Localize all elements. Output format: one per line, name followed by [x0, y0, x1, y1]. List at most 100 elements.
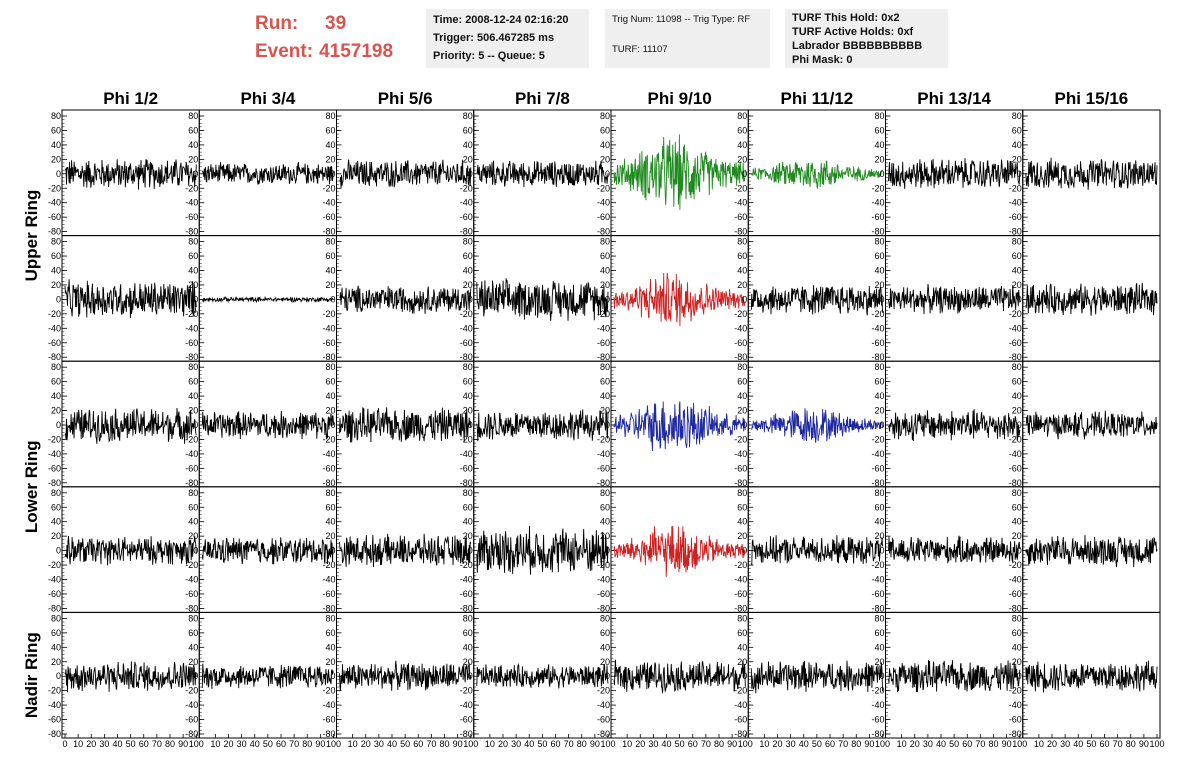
column-header: Phi 1/2 [103, 89, 158, 108]
y-tick-label: -40 [871, 198, 884, 208]
y-tick-label: 80 [600, 488, 610, 498]
y-tick-label: -60 [734, 715, 747, 725]
waveform-trace [201, 663, 334, 689]
y-tick-label: -80 [322, 603, 335, 613]
y-tick-label: 60 [1012, 628, 1022, 638]
x-tick-label: 100 [463, 739, 478, 749]
y-tick-label: 0 [1017, 294, 1022, 304]
y-tick-label: 60 [51, 251, 61, 261]
x-tick-label: 10 [759, 739, 769, 749]
y-tick-label: 40 [1012, 266, 1022, 276]
y-tick-label: -60 [871, 212, 884, 222]
y-tick-label: -20 [460, 560, 473, 570]
y-tick-label: -40 [871, 323, 884, 333]
y-tick-label: 0 [605, 420, 610, 430]
y-tick-label: -60 [597, 715, 610, 725]
y-tick-label: -60 [185, 589, 198, 599]
x-tick-label: 20 [1047, 739, 1057, 749]
y-tick-label: -60 [871, 715, 884, 725]
waveform-trace [1025, 535, 1158, 568]
y-tick-label: -80 [871, 352, 884, 362]
y-tick-label: 60 [463, 377, 473, 387]
y-tick-label: -20 [185, 183, 198, 193]
y-tick-label: -80 [597, 227, 610, 237]
y-tick-label: -20 [322, 309, 335, 319]
y-tick-label: -20 [48, 183, 61, 193]
y-tick-label: 40 [463, 517, 473, 527]
y-tick-label: 80 [463, 488, 473, 498]
x-tick-label: 60 [550, 739, 560, 749]
y-tick-label: 60 [188, 628, 198, 638]
y-tick-label: -80 [734, 352, 747, 362]
y-tick-label: -60 [871, 463, 884, 473]
y-tick-label: 20 [737, 531, 747, 541]
y-tick-label: 60 [1012, 125, 1022, 135]
ring-label: Upper Ring [22, 190, 41, 282]
turf-info-box: TURF This Hold: 0x2 TURF Active Holds: 0… [785, 9, 948, 68]
x-tick-label: 70 [564, 739, 574, 749]
y-tick-label: 60 [463, 251, 473, 261]
x-tick-label: 60 [276, 739, 286, 749]
y-tick-label: 40 [1012, 642, 1022, 652]
y-tick-label: 0 [742, 294, 747, 304]
event-label: Event: [255, 41, 314, 62]
x-tick-label: 50 [812, 739, 822, 749]
y-tick-label: 20 [463, 657, 473, 667]
y-tick-label: 80 [188, 111, 198, 121]
y-tick-label: 20 [1012, 657, 1022, 667]
y-tick-label: 0 [742, 420, 747, 430]
y-tick-label: -20 [1009, 183, 1022, 193]
y-tick-label: -60 [48, 589, 61, 599]
y-tick-label: -20 [597, 560, 610, 570]
column-header: Phi 7/8 [515, 89, 570, 108]
y-tick-label: 60 [874, 251, 884, 261]
y-tick-label: -60 [460, 715, 473, 725]
y-tick-label: 20 [463, 280, 473, 290]
column-header: Phi 3/4 [240, 89, 295, 108]
y-tick-label: 80 [325, 111, 335, 121]
x-tick-label: 80 [577, 739, 587, 749]
waveform-trace [888, 158, 1021, 189]
y-tick-label: 0 [56, 546, 61, 556]
y-tick-label: 80 [188, 613, 198, 623]
y-tick-label: 0 [742, 671, 747, 681]
y-tick-label: -40 [871, 449, 884, 459]
y-tick-label: 80 [737, 237, 747, 247]
phi-mask-line: Phi Mask: 0 [792, 54, 853, 66]
y-tick-label: -60 [460, 338, 473, 348]
y-tick-label: 40 [51, 642, 61, 652]
x-tick-label: 40 [524, 739, 534, 749]
y-tick-label: 60 [600, 125, 610, 135]
y-tick-label: -80 [185, 478, 198, 488]
y-tick-label: -20 [734, 686, 747, 696]
y-tick-label: 20 [51, 657, 61, 667]
y-tick-label: -20 [185, 309, 198, 319]
waveform-trace [339, 533, 472, 568]
y-tick-label: 20 [51, 280, 61, 290]
y-tick-label: -60 [871, 338, 884, 348]
waveform-trace [201, 161, 334, 185]
y-tick-label: -60 [734, 463, 747, 473]
waveform-trace [64, 158, 197, 190]
y-tick-label: 20 [874, 154, 884, 164]
x-tick-label: 100 [600, 739, 615, 749]
y-tick-label: 40 [874, 266, 884, 276]
column-header: Phi 5/6 [378, 89, 433, 108]
column-header: Phi 11/12 [780, 89, 853, 108]
y-tick-label: 0 [1017, 169, 1022, 179]
waveform-trace [613, 272, 746, 327]
y-tick-label: -40 [185, 575, 198, 585]
y-tick-label: -20 [871, 560, 884, 570]
y-tick-label: 60 [1012, 377, 1022, 387]
y-tick-label: -80 [185, 352, 198, 362]
x-tick-label: 20 [772, 739, 782, 749]
y-tick-label: -20 [185, 560, 198, 570]
waveform-trace [1025, 410, 1158, 440]
y-tick-label: 80 [188, 488, 198, 498]
y-tick-label: 0 [605, 294, 610, 304]
x-tick-label: 20 [223, 739, 233, 749]
y-tick-label: -80 [734, 603, 747, 613]
x-tick-label: 60 [1099, 739, 1109, 749]
y-tick-label: -20 [1009, 560, 1022, 570]
y-tick-label: -80 [1009, 603, 1022, 613]
